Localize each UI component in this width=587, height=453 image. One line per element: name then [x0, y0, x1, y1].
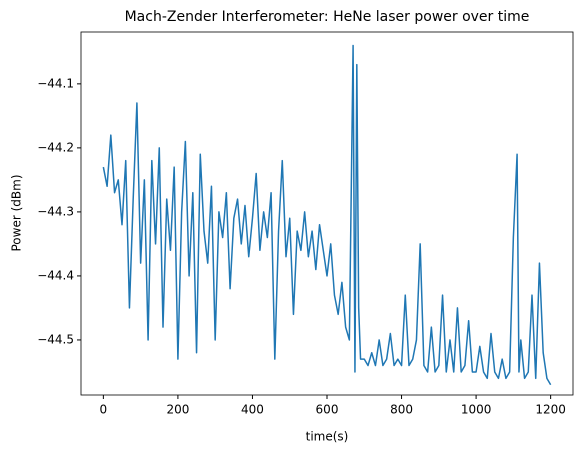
- x-tick-label: 600: [316, 403, 339, 417]
- x-tick-label: 1200: [535, 403, 566, 417]
- x-tick-label: 0: [100, 403, 108, 417]
- x-tick-label: 1000: [461, 403, 492, 417]
- data-line: [102, 44, 552, 386]
- x-tick-label: 200: [166, 403, 189, 417]
- x-axis-label: time(s): [306, 430, 349, 444]
- chart-title: Mach-Zender Interferometer: HeNe laser p…: [125, 9, 530, 25]
- y-axis-label: Power (dBm): [10, 175, 24, 252]
- y-tick-label: −44.1: [37, 76, 74, 90]
- x-tick-label: 800: [390, 403, 413, 417]
- y-tick-label: −44.4: [37, 268, 74, 282]
- y-tick-label: −44.3: [37, 204, 74, 218]
- x-tick-label: 400: [241, 403, 264, 417]
- y-tick-label: −44.5: [37, 332, 74, 346]
- plot-frame: [80, 31, 574, 396]
- y-tick-label: −44.2: [37, 140, 74, 154]
